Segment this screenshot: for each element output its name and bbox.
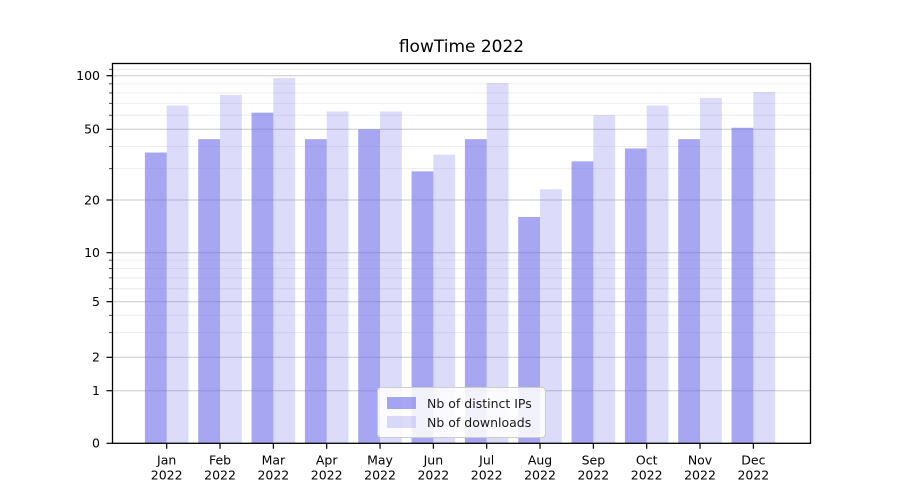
x-tick-label-year-feb: 2022 (204, 468, 236, 483)
legend-label: Nb of downloads (427, 414, 532, 430)
x-tick-label-year-nov: 2022 (684, 468, 716, 483)
bar-nb-of-distinct-ips-mar (251, 112, 274, 444)
bar-nb-of-distinct-ips-aug (518, 216, 541, 444)
bar-nb-of-downloads-nov (700, 97, 722, 444)
x-tick-label-year-may: 2022 (364, 468, 396, 483)
x-tick-label-nov: Nov (688, 453, 713, 468)
bar-nb-of-distinct-ips-may (358, 129, 381, 444)
x-tick-label-year-mar: 2022 (257, 468, 289, 483)
bar-nb-of-downloads-aug (540, 189, 562, 444)
bar-nb-of-distinct-ips-jan (144, 152, 167, 444)
bar-nb-of-downloads-jul (486, 82, 509, 444)
x-tick-label-year-dec: 2022 (737, 468, 769, 483)
legend-label: Nb of distinct IPs (427, 395, 532, 411)
legend-item: Nb of distinct IPs (387, 396, 537, 411)
legend-item: Nb of downloads (387, 415, 537, 430)
y-tick-label-2: 2 (92, 350, 100, 365)
y-tick-label-10: 10 (84, 245, 100, 260)
bar-nb-of-distinct-ips-jul (464, 139, 487, 444)
legend-swatch-distinct-ips (387, 397, 416, 409)
x-tick-label-year-jul: 2022 (471, 468, 503, 483)
bar-nb-of-distinct-ips-oct (624, 148, 647, 444)
bar-nb-of-downloads-jun (433, 154, 456, 444)
bar-nb-of-distinct-ips-feb (198, 139, 221, 444)
bar-nb-of-downloads-dec (753, 91, 776, 444)
x-tick-label-sep: Sep (582, 453, 606, 468)
bar-nb-of-downloads-mar (273, 78, 296, 444)
y-tick-label-100: 100 (76, 68, 100, 83)
bar-nb-of-distinct-ips-jun (411, 171, 434, 444)
x-tick-label-may: May (367, 453, 393, 468)
x-tick-label-feb: Feb (209, 453, 231, 468)
x-tick-label-aug: Aug (528, 453, 552, 468)
x-tick-label-year-aug: 2022 (524, 468, 556, 483)
legend-swatch-downloads (387, 416, 416, 428)
bar-nb-of-distinct-ips-nov (678, 139, 701, 444)
bar-nb-of-downloads-feb (220, 94, 242, 444)
bar-nb-of-downloads-oct (646, 105, 669, 444)
plot-area: 0125102050100Jan2022Feb2022Mar2022Apr202… (76, 62, 812, 483)
plot-frame (111, 62, 812, 444)
x-tick-label-jun: Jun (423, 453, 444, 468)
x-tick-label-year-apr: 2022 (311, 468, 343, 483)
legend: Nb of distinct IPs Nb of downloads (377, 387, 546, 438)
bar-nb-of-downloads-jan (166, 105, 189, 444)
bar-nb-of-distinct-ips-sep (571, 161, 594, 444)
bar-nb-of-downloads-apr (326, 111, 349, 444)
x-tick-label-year-sep: 2022 (577, 468, 609, 483)
bar-nb-of-distinct-ips-dec (731, 127, 754, 444)
x-tick-label-jul: Jul (478, 453, 494, 468)
y-tick-label-50: 50 (84, 122, 100, 137)
y-tick-label-5: 5 (92, 294, 100, 309)
bar-nb-of-distinct-ips-apr (304, 139, 327, 444)
x-tick-label-year-jun: 2022 (417, 468, 449, 483)
x-tick-label-jan: Jan (156, 453, 176, 468)
y-tick-label-1: 1 (92, 383, 100, 398)
bar-nb-of-downloads-sep (593, 115, 616, 444)
x-tick-label-apr: Apr (316, 453, 338, 468)
chart-title: flowTime 2022 (399, 37, 524, 57)
y-tick-label-0: 0 (92, 436, 100, 451)
x-tick-label-year-oct: 2022 (631, 468, 663, 483)
x-tick-label-year-jan: 2022 (151, 468, 183, 483)
x-tick-label-dec: Dec (741, 453, 765, 468)
x-tick-label-mar: Mar (262, 453, 286, 468)
x-tick-label-oct: Oct (636, 453, 658, 468)
y-tick-label-20: 20 (84, 192, 100, 207)
bar-nb-of-downloads-may (380, 111, 402, 444)
